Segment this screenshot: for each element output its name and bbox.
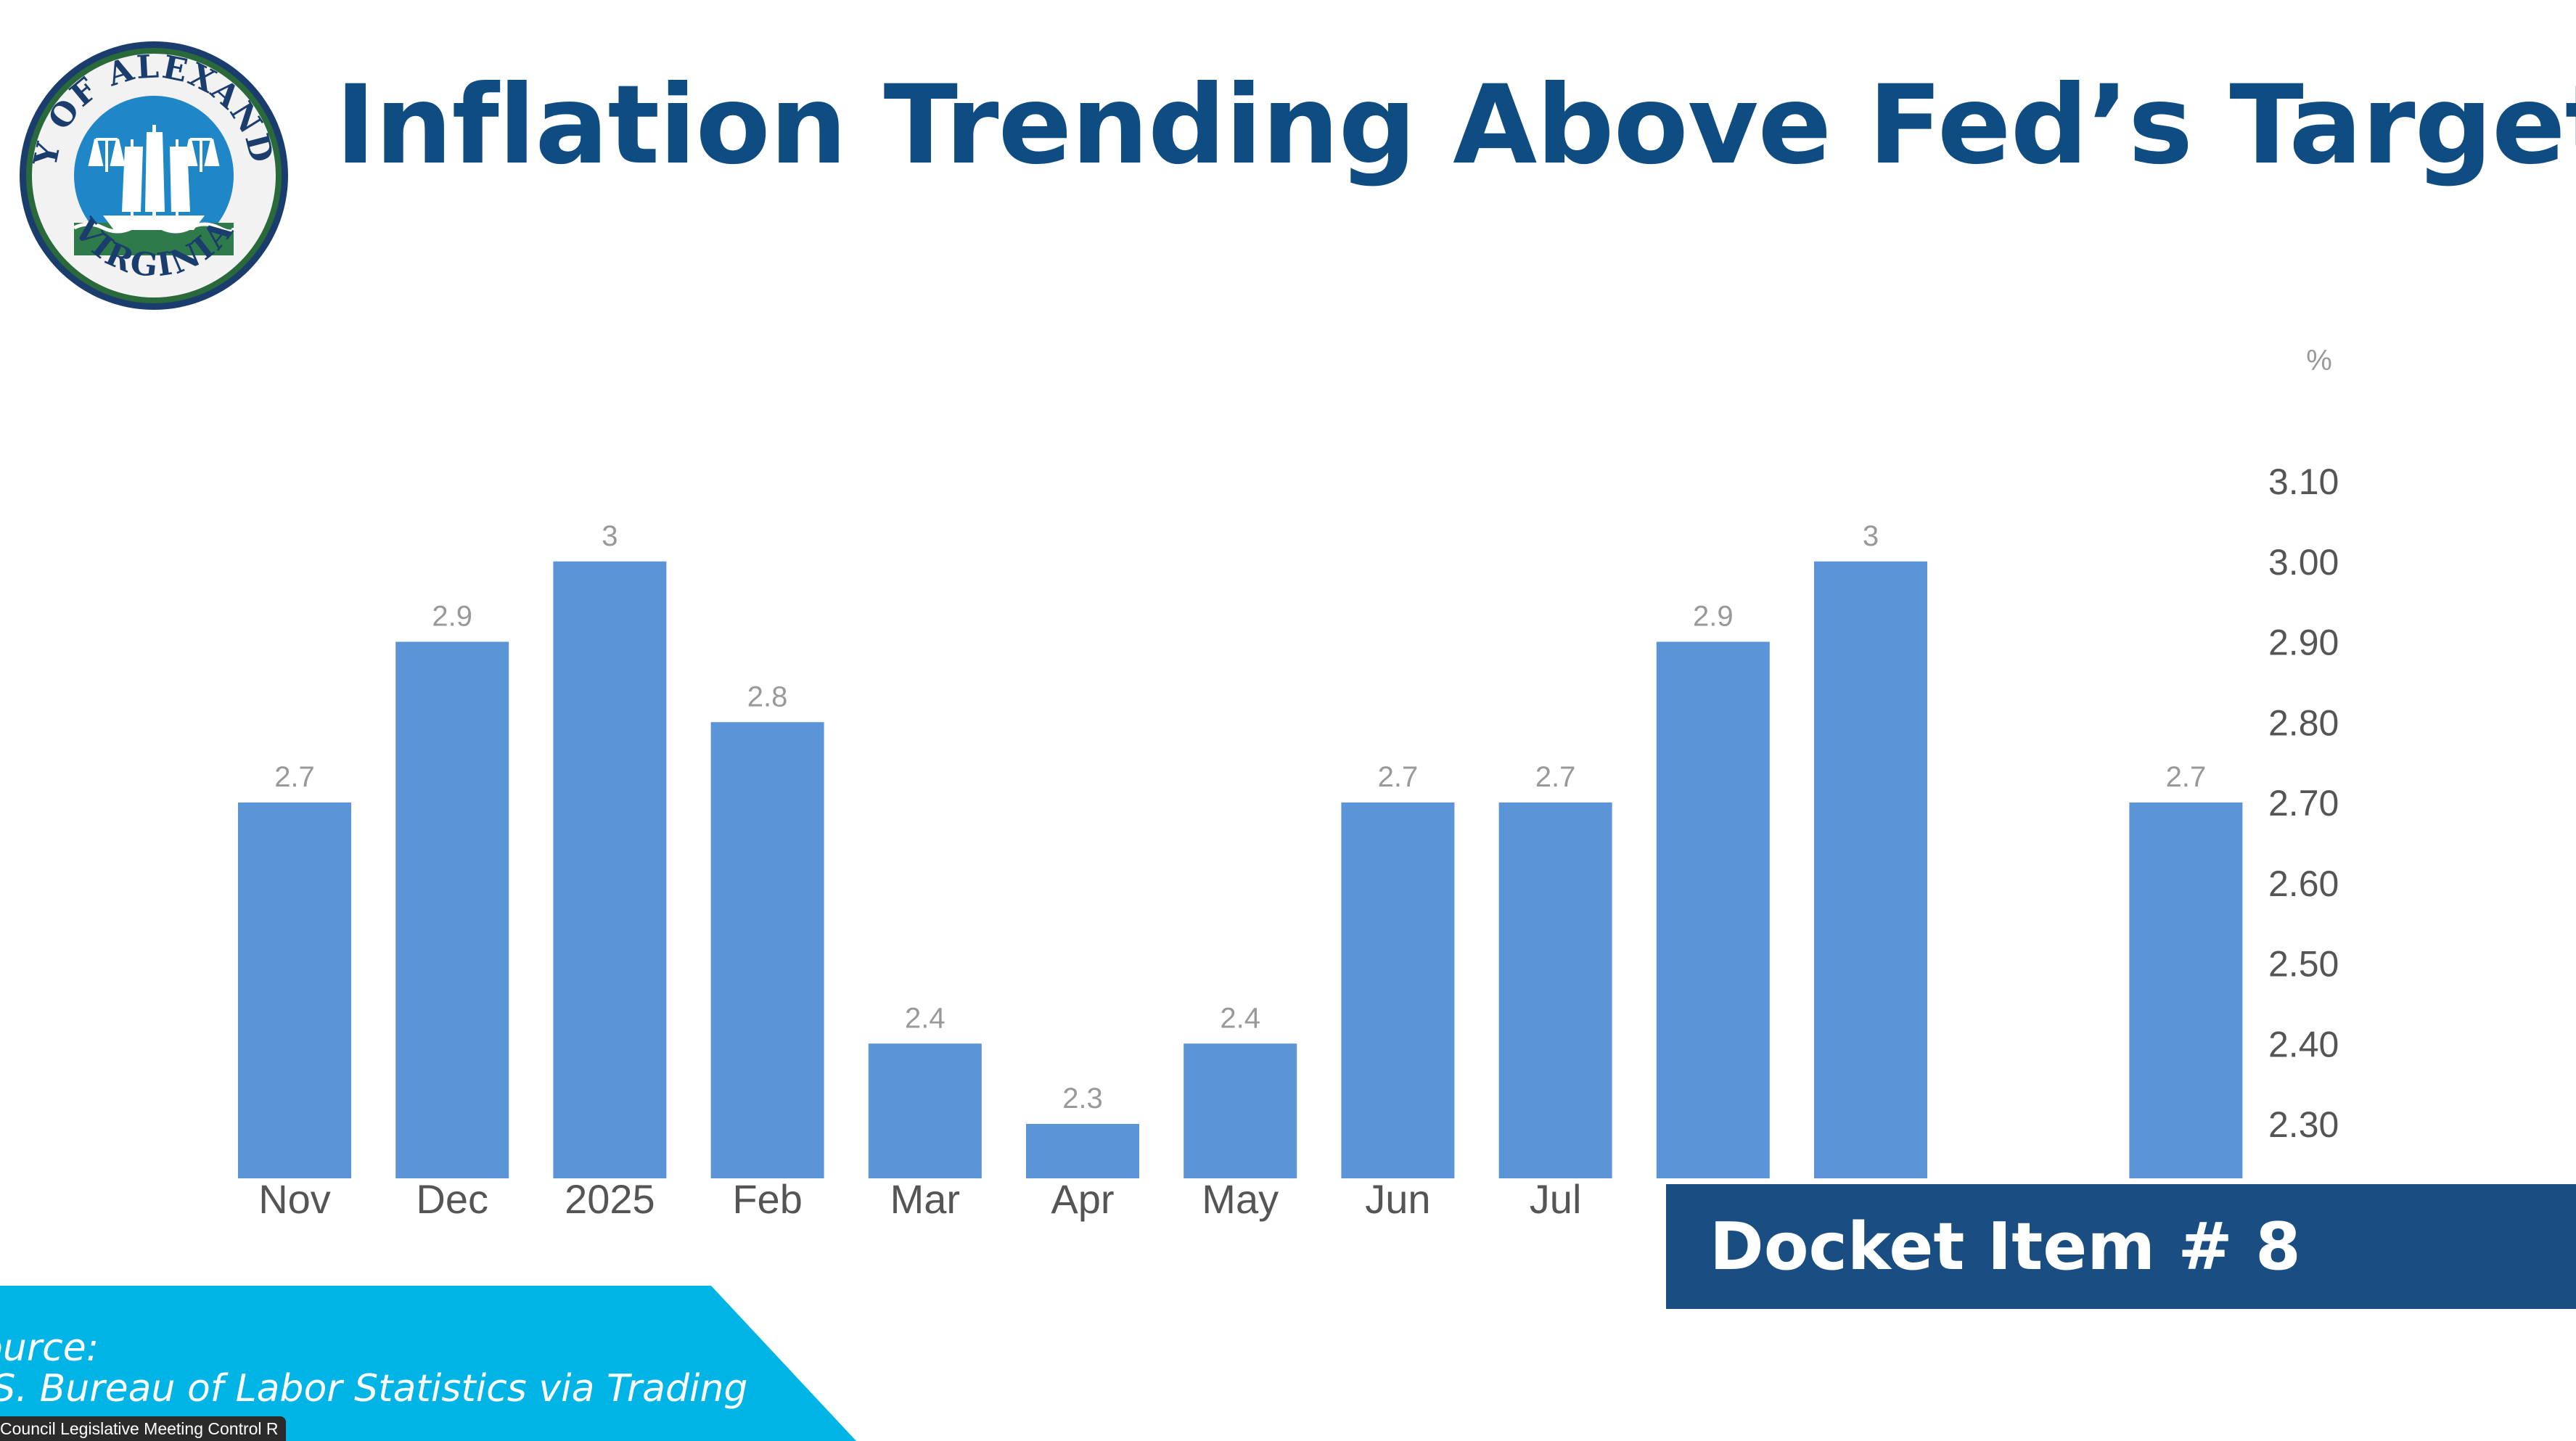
- chart-bar: [1341, 802, 1455, 1178]
- source-citation: ource: .S. Bureau of Labor Statistics vi…: [0, 1328, 747, 1409]
- source-heading: ource:: [0, 1326, 99, 1370]
- y-axis-tick-label: 2.70: [2268, 783, 2339, 824]
- chart-data-label: 2.7: [274, 761, 315, 793]
- chart-bar: [2129, 802, 2243, 1178]
- y-axis-tick-label: 2.90: [2268, 623, 2339, 663]
- chart-bar: [1184, 1043, 1297, 1178]
- x-axis-tick-label: Nov: [258, 1176, 331, 1222]
- y-axis-tick-label: 2.50: [2268, 944, 2339, 985]
- chart-data-label: 2.9: [432, 601, 472, 633]
- y-axis-tick-label: 2.40: [2268, 1024, 2339, 1064]
- chart-bar: [1498, 802, 1612, 1178]
- chart-data-label: 2.7: [1535, 761, 1576, 793]
- x-axis-tick-label: 2025: [565, 1176, 655, 1222]
- y-axis-tick-label: 3.10: [2268, 461, 2339, 502]
- x-axis-tick-label: Feb: [732, 1176, 803, 1222]
- docket-item-banner: Docket Item # 8: [1666, 1184, 2576, 1309]
- chart-data-label: 2.4: [905, 1002, 946, 1034]
- chart-bar: [1656, 641, 1770, 1178]
- chart-bar: [395, 641, 509, 1178]
- x-axis-tick-label: Jul: [1530, 1176, 1582, 1222]
- meeting-caption: Council Legislative Meeting Control R: [0, 1416, 286, 1441]
- chart-data-label: 2.4: [1220, 1002, 1260, 1034]
- source-detail: .S. Bureau of Labor Statistics via Tradi…: [0, 1367, 748, 1411]
- x-axis-tick-label: Jun: [1365, 1176, 1430, 1222]
- chart-bar: [1026, 1124, 1139, 1178]
- source-banner: [0, 1286, 856, 1441]
- x-axis-tick-label: Apr: [1051, 1176, 1114, 1222]
- y-axis-tick-label: 2.80: [2268, 702, 2339, 743]
- y-axis-tick-label: 2.60: [2268, 863, 2339, 904]
- chart-bar: [710, 722, 824, 1178]
- seal-ship-icon: [73, 125, 236, 255]
- slide-title: Inflation Trending Above Fed’s Target: [335, 62, 2576, 189]
- chart-data-label: 2.7: [1378, 761, 1419, 793]
- city-seal-logo: CITY OF ALEXANDRIA VIRGINIA: [16, 38, 288, 310]
- y-axis-tick-label: 3.00: [2268, 542, 2339, 583]
- chart-data-label: 2.8: [747, 681, 788, 713]
- chart-bar: [238, 802, 351, 1178]
- y-axis-unit-label: %: [2306, 345, 2332, 377]
- chart-bar: [1814, 561, 1927, 1178]
- docket-item-label: Docket Item # 8: [1710, 1208, 2301, 1285]
- x-axis-tick-label: Mar: [890, 1176, 960, 1222]
- x-axis-tick-label: May: [1202, 1176, 1279, 1222]
- chart-data-label: 3: [602, 520, 618, 552]
- x-axis-tick-label: Dec: [416, 1176, 488, 1222]
- chart-data-label: 2.3: [1062, 1083, 1103, 1114]
- y-axis-tick-label: 2.30: [2268, 1104, 2339, 1145]
- chart-data-label: 2.9: [1693, 601, 1734, 633]
- chart-bar: [868, 1043, 982, 1178]
- chart-data-label: 2.7: [2166, 761, 2207, 793]
- chart-data-label: 3: [1863, 520, 1879, 552]
- chart-bar: [553, 561, 667, 1178]
